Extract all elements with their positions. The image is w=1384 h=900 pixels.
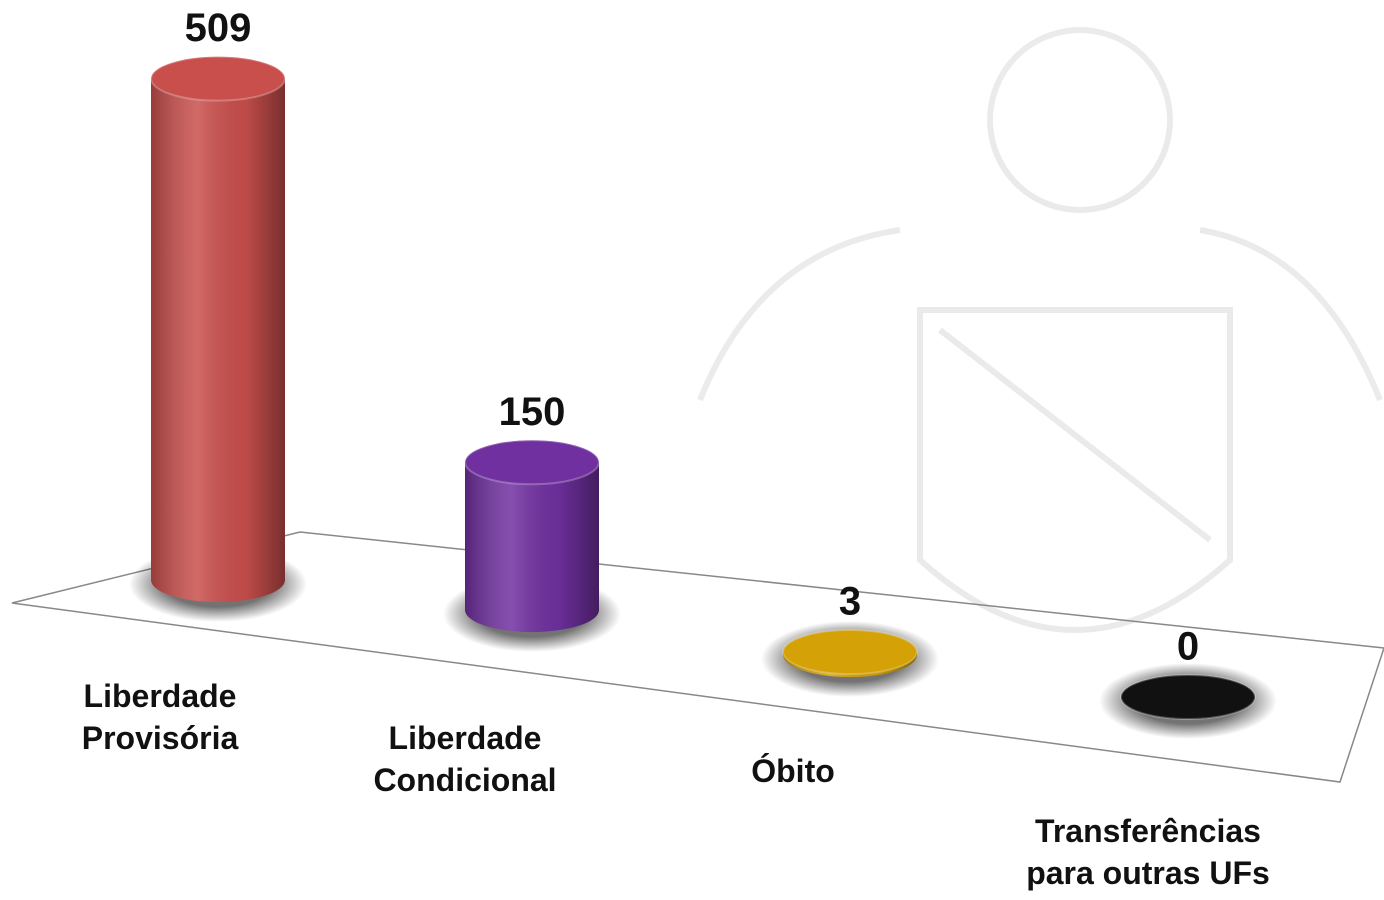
- watermark: [697, 27, 1383, 633]
- bar-top: [782, 629, 918, 676]
- value-label: 150: [499, 390, 566, 434]
- category-label: Liberdade Provisória: [81, 678, 239, 756]
- category-label: Transferências para outras UFs: [1026, 813, 1270, 891]
- bar-top: [464, 439, 600, 486]
- value-label: 0: [1177, 625, 1199, 669]
- bar-shading: [465, 462, 599, 632]
- bar-top: [150, 55, 286, 102]
- category-label: Liberdade Condicional: [373, 720, 557, 798]
- value-label: 3: [839, 580, 861, 624]
- bar-top: [1120, 674, 1256, 720]
- value-label: 509: [185, 6, 252, 50]
- bar-shading: [151, 78, 285, 602]
- category-label: Óbito: [751, 753, 835, 789]
